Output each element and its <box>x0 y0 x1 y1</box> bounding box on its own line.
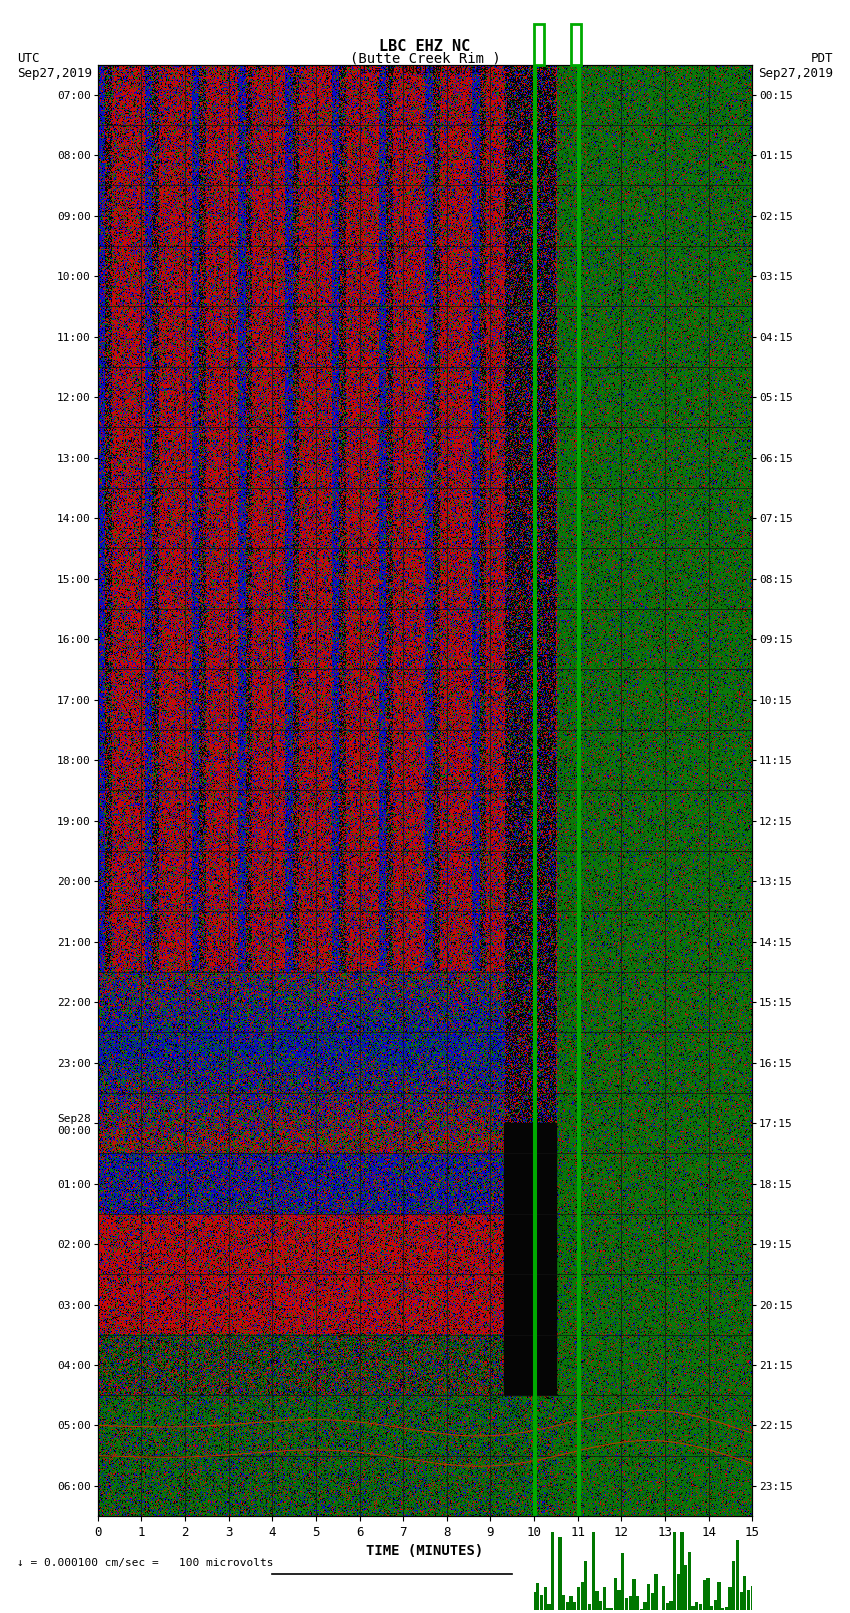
Bar <box>592 1532 595 1610</box>
Bar <box>677 1574 680 1610</box>
Bar <box>536 1584 540 1610</box>
Text: LBC EHZ NC: LBC EHZ NC <box>379 39 471 53</box>
Bar <box>551 1532 554 1610</box>
Bar <box>573 1602 576 1610</box>
Bar <box>547 1605 551 1610</box>
Bar <box>688 1552 691 1610</box>
Bar <box>725 1607 728 1610</box>
Bar <box>647 1584 650 1610</box>
Bar <box>625 1597 628 1610</box>
Bar <box>636 1597 639 1610</box>
Bar <box>673 1532 677 1610</box>
Bar <box>751 1586 754 1610</box>
Bar <box>703 1581 705 1610</box>
Bar <box>532 1592 536 1610</box>
Bar <box>614 1578 617 1610</box>
Bar <box>691 1607 694 1610</box>
Bar <box>643 1602 647 1610</box>
Bar <box>732 1561 735 1610</box>
Bar <box>699 1603 702 1610</box>
Bar <box>651 1594 654 1610</box>
X-axis label: TIME (MINUTES): TIME (MINUTES) <box>366 1545 484 1558</box>
Bar <box>543 1587 547 1610</box>
Bar <box>736 1540 740 1610</box>
Bar <box>684 1565 688 1610</box>
Text: PDT
Sep27,2019: PDT Sep27,2019 <box>758 52 833 79</box>
Bar <box>621 1553 625 1610</box>
Bar <box>599 1600 603 1610</box>
Bar <box>562 1595 565 1610</box>
Bar <box>710 1607 713 1610</box>
Bar <box>666 1603 669 1610</box>
Bar <box>503 1123 556 1395</box>
Bar <box>595 1590 598 1610</box>
Text: (Butte Creek Rim ): (Butte Creek Rim ) <box>349 52 501 66</box>
Bar <box>588 1603 592 1610</box>
Bar <box>558 1537 562 1610</box>
Bar <box>740 1592 743 1610</box>
Bar <box>603 1587 606 1610</box>
Bar <box>714 1600 717 1610</box>
Bar <box>695 1602 699 1610</box>
Bar <box>570 1595 573 1610</box>
Bar <box>540 1595 543 1610</box>
Bar <box>577 1587 580 1610</box>
Bar <box>654 1574 658 1610</box>
Bar <box>721 1608 724 1610</box>
Text: ↓ = 0.000100 cm/sec =   100 microvolts: ↓ = 0.000100 cm/sec = 100 microvolts <box>17 1558 274 1568</box>
Bar <box>606 1608 609 1610</box>
Bar <box>662 1587 666 1610</box>
Text: UTC
Sep27,2019: UTC Sep27,2019 <box>17 52 92 79</box>
Bar <box>566 1602 569 1610</box>
Bar <box>728 1587 732 1610</box>
Bar <box>680 1532 683 1610</box>
Bar <box>669 1600 672 1610</box>
Bar <box>747 1590 751 1610</box>
Bar <box>706 1578 710 1610</box>
Bar <box>632 1579 636 1610</box>
Bar <box>717 1582 721 1610</box>
Bar <box>617 1590 620 1610</box>
Bar <box>584 1561 587 1610</box>
Bar <box>629 1597 632 1610</box>
Bar <box>581 1582 584 1610</box>
Bar <box>743 1576 746 1610</box>
Text: I = 0.000100 cm/sec: I = 0.000100 cm/sec <box>361 65 489 74</box>
